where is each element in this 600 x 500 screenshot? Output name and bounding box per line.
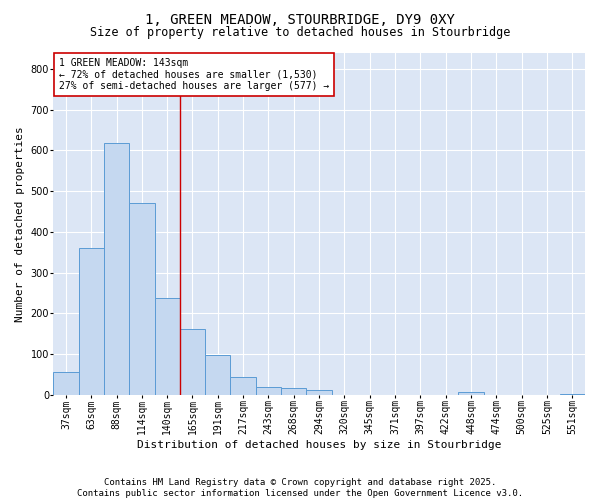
Bar xyxy=(155,298,180,395)
Bar xyxy=(53,372,79,395)
Text: 1 GREEN MEADOW: 143sqm
← 72% of detached houses are smaller (1,530)
27% of semi-: 1 GREEN MEADOW: 143sqm ← 72% of detached… xyxy=(59,58,329,91)
Bar xyxy=(205,355,230,395)
Bar xyxy=(104,143,129,395)
Bar xyxy=(256,387,281,395)
Bar xyxy=(129,202,155,395)
Bar xyxy=(180,329,205,395)
Bar xyxy=(560,394,585,395)
Bar xyxy=(230,376,256,395)
Text: 1, GREEN MEADOW, STOURBRIDGE, DY9 0XY: 1, GREEN MEADOW, STOURBRIDGE, DY9 0XY xyxy=(145,12,455,26)
Bar xyxy=(281,388,307,395)
Y-axis label: Number of detached properties: Number of detached properties xyxy=(15,126,25,322)
Text: Size of property relative to detached houses in Stourbridge: Size of property relative to detached ho… xyxy=(90,26,510,39)
Text: Contains HM Land Registry data © Crown copyright and database right 2025.
Contai: Contains HM Land Registry data © Crown c… xyxy=(77,478,523,498)
Bar xyxy=(79,248,104,395)
Bar xyxy=(458,392,484,395)
X-axis label: Distribution of detached houses by size in Stourbridge: Distribution of detached houses by size … xyxy=(137,440,502,450)
Bar xyxy=(307,390,332,395)
